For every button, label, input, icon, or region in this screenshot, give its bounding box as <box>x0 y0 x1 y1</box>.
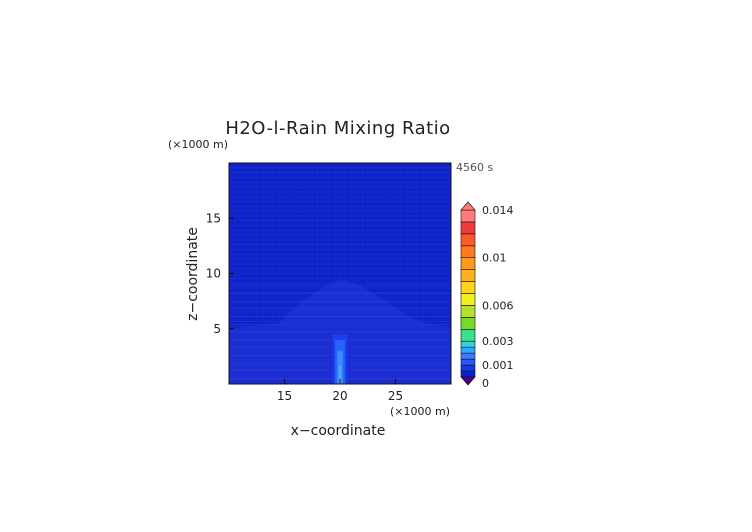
rain-column-band-3 <box>338 365 342 384</box>
y-tick-label: 15 <box>206 211 221 225</box>
plot-area <box>228 162 452 385</box>
colorbar-segment <box>460 269 476 282</box>
y-tick-label: 10 <box>206 267 221 281</box>
colorbar-tick-label: 0 <box>482 377 489 390</box>
colorbar-segment <box>460 317 476 330</box>
x-tick-label: 25 <box>388 389 403 403</box>
colorbar-segment <box>460 209 476 223</box>
x-axis-ticks: 15 20 25 <box>277 379 403 403</box>
colorbar-tick-label: 0.01 <box>482 252 507 265</box>
colorbar-segment <box>460 346 476 354</box>
colorbar-segment <box>460 352 476 360</box>
x-axis-unit: (×1000 m) <box>390 405 450 418</box>
colorbar-segment <box>460 233 476 247</box>
y-tick-label: 5 <box>213 322 221 336</box>
colorbar-segment <box>460 293 476 306</box>
colorbar-segment <box>460 281 476 294</box>
colorbar-segment <box>460 245 476 259</box>
colorbar-segment <box>460 340 476 348</box>
colorbar-under-arrow <box>460 376 476 386</box>
colorbar-segment <box>460 221 476 235</box>
colorbar-tick-label: 0.001 <box>482 359 514 372</box>
x-axis-label: x−coordinate <box>291 423 386 439</box>
colorbar-tick-label: 0.006 <box>482 299 514 312</box>
colorbar-segment <box>460 370 476 378</box>
time-label: 4560 s <box>456 161 493 174</box>
colorbar-over-arrow <box>460 201 476 211</box>
colorbar-segment <box>460 305 476 318</box>
x-tick-label: 15 <box>277 389 292 403</box>
cloud-region <box>229 279 451 384</box>
y-axis-label: z−coordinate <box>185 227 201 321</box>
colorbar-segment <box>460 364 476 372</box>
y-axis-ticks: 5 10 15 <box>206 211 234 336</box>
y-axis-unit: (×1000 m) <box>168 138 228 151</box>
x-tick-label: 20 <box>332 389 347 403</box>
colorbar-tick-label: 0.014 <box>482 204 514 217</box>
colorbar: 0 0.001 0.003 0.006 0.01 0.014 <box>460 201 514 390</box>
colorbar-tick-label: 0.003 <box>482 335 514 348</box>
chart-title: H2O-l-Rain Mixing Ratio <box>225 118 450 139</box>
colorbar-segment <box>460 328 476 342</box>
colorbar-segment <box>460 257 476 270</box>
colorbar-segment <box>460 358 476 366</box>
